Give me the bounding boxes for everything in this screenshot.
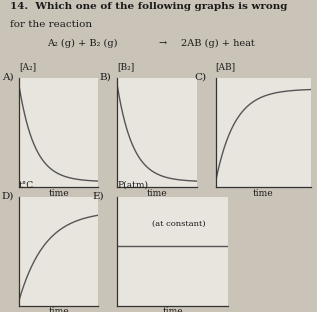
X-axis label: time: time [162, 307, 183, 312]
Text: B): B) [100, 73, 112, 81]
Text: 14.  Which one of the following graphs is wrong: 14. Which one of the following graphs is… [10, 2, 287, 11]
Text: D): D) [2, 191, 14, 200]
X-axis label: time: time [48, 188, 69, 197]
X-axis label: time: time [146, 188, 167, 197]
Text: E): E) [93, 191, 105, 200]
Text: t°C: t°C [19, 181, 34, 190]
X-axis label: time: time [48, 307, 69, 312]
Text: 2AB (g) + heat: 2AB (g) + heat [181, 39, 255, 48]
X-axis label: time: time [253, 188, 274, 197]
Text: (at constant): (at constant) [152, 220, 205, 228]
Text: A): A) [2, 73, 13, 81]
Text: [AB]: [AB] [216, 62, 236, 71]
Text: P(atm): P(atm) [117, 181, 148, 190]
Text: C): C) [195, 73, 207, 81]
Text: for the reaction: for the reaction [10, 20, 92, 29]
Text: A₂ (g) + B₂ (g): A₂ (g) + B₂ (g) [48, 39, 118, 48]
Text: →: → [158, 39, 167, 48]
Text: [B₂]: [B₂] [117, 62, 134, 71]
Text: [A₂]: [A₂] [19, 62, 36, 71]
